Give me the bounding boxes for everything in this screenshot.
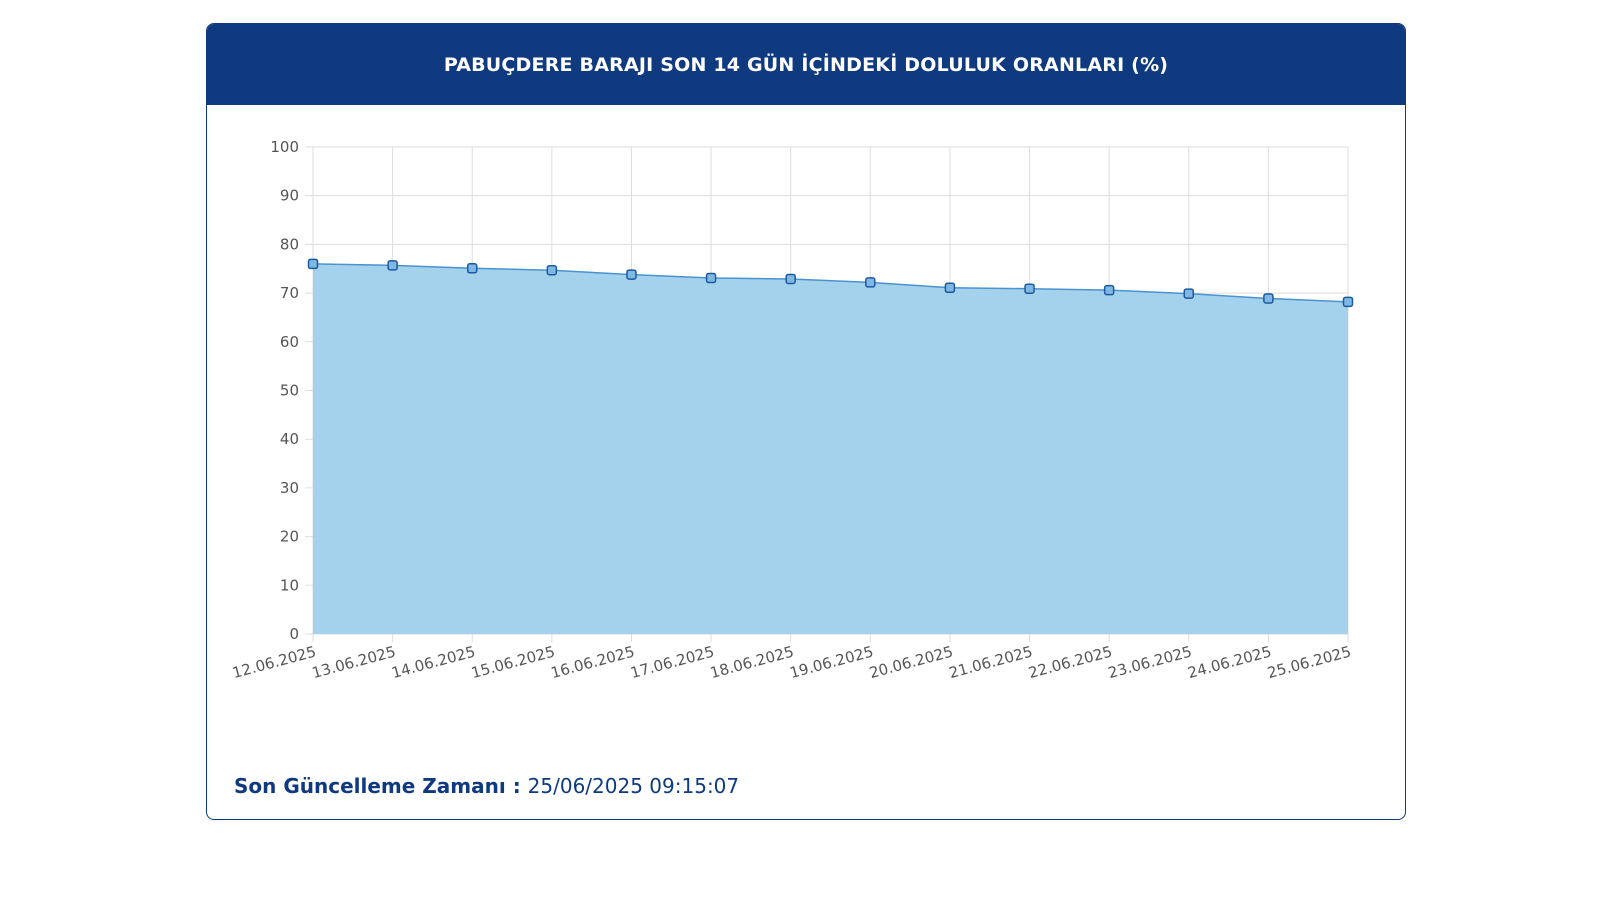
x-tick-label: 13.06.2025 <box>310 642 398 682</box>
marker-layer <box>307 258 1354 308</box>
last-update-value: 25/06/2025 09:15:07 <box>527 774 740 798</box>
x-axis: 12.06.202513.06.202514.06.202515.06.2025… <box>230 642 1353 682</box>
x-tick-label: 20.06.2025 <box>867 642 955 682</box>
y-tick-label: 40 <box>280 430 299 448</box>
data-point <box>1103 284 1115 296</box>
x-tick-label: 12.06.2025 <box>230 642 318 682</box>
x-tick-label: 22.06.2025 <box>1027 642 1115 682</box>
y-tick-label: 80 <box>280 235 299 253</box>
chart-title: PABUÇDERE BARAJI SON 14 GÜN İÇİNDEKİ DOL… <box>443 53 1169 76</box>
data-point <box>705 272 717 284</box>
y-tick-label: 50 <box>280 382 299 400</box>
y-tick-label: 10 <box>280 576 299 594</box>
y-tick-label: 60 <box>280 333 299 351</box>
data-point <box>307 258 319 270</box>
data-point <box>785 273 796 285</box>
y-axis: 0 10 20 30 40 50 60 70 80 90 100 <box>270 138 299 643</box>
series-line <box>312 263 1349 303</box>
chart-card: PABUÇDERE BARAJI SON 14 GÜN İÇİNDEKİ DOL… <box>206 23 1406 820</box>
area-layer <box>312 263 1349 634</box>
y-tick-label: 30 <box>280 479 299 497</box>
data-point <box>626 269 637 280</box>
area-chart: 0 10 20 30 40 50 60 70 80 90 100 12.06.202513.06.2… <box>230 138 1354 682</box>
data-point <box>1183 288 1195 299</box>
x-tick-label: 17.06.2025 <box>628 642 716 682</box>
data-point <box>1342 296 1354 308</box>
data-point <box>944 282 956 293</box>
y-tick-label: 100 <box>270 138 299 156</box>
x-tick-label: 23.06.2025 <box>1106 642 1194 682</box>
y-tick-label: 0 <box>289 625 299 643</box>
last-update: Son Güncelleme Zamanı : 25/06/2025 09:15… <box>234 774 739 798</box>
y-tick-label: 90 <box>280 187 299 205</box>
data-point <box>1024 283 1035 294</box>
y-tick-label: 70 <box>280 284 299 302</box>
x-tick-label: 14.06.2025 <box>390 642 478 682</box>
x-tick-label: 15.06.2025 <box>469 642 557 682</box>
data-point <box>865 277 876 288</box>
series-area <box>313 263 1348 634</box>
last-update-label: Son Güncelleme Zamanı <box>234 774 506 798</box>
x-tick-label: 19.06.2025 <box>788 642 876 682</box>
data-point <box>387 260 398 271</box>
data-point <box>466 263 478 274</box>
y-tick-label: 20 <box>280 528 299 546</box>
card-header: PABUÇDERE BARAJI SON 14 GÜN İÇİNDEKİ DOL… <box>207 24 1405 105</box>
x-tick-label: 25.06.2025 <box>1265 642 1353 682</box>
last-update-separator: : <box>505 774 528 798</box>
x-tick-label: 21.06.2025 <box>947 642 1035 682</box>
x-tick-label: 24.06.2025 <box>1186 642 1274 682</box>
x-tick-label: 18.06.2025 <box>708 642 796 682</box>
data-point <box>546 264 558 276</box>
x-tick-label: 16.06.2025 <box>549 642 637 682</box>
data-point <box>1263 293 1274 304</box>
